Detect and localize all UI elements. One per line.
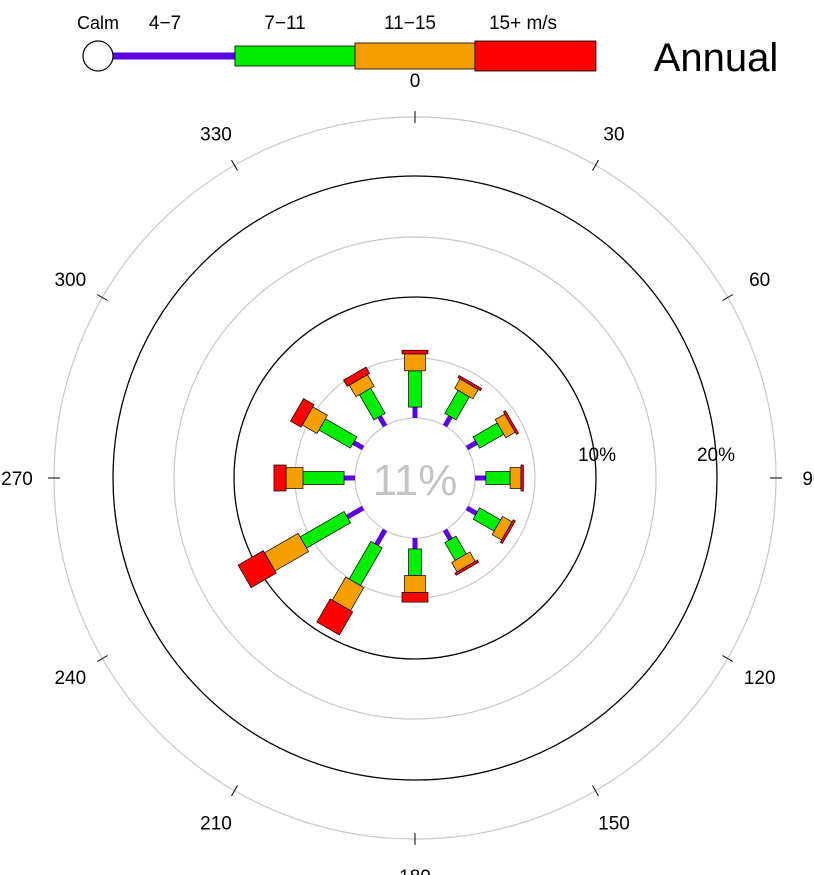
angle-label-180: 180 bbox=[399, 867, 431, 875]
bar-90-bin-0 bbox=[475, 475, 486, 481]
bar-60-bin-3 bbox=[502, 410, 519, 435]
angle-tick-300 bbox=[96, 294, 108, 301]
bar-270-bin-0 bbox=[344, 475, 355, 481]
angle-label-60: 60 bbox=[749, 270, 770, 291]
angle-labels: 0 30 60 90 120 150 180 210 240 270 300 330 bbox=[1, 71, 814, 875]
radial-label-10pct: 10% bbox=[578, 445, 616, 466]
angle-tick-150 bbox=[592, 785, 599, 797]
bar-330-bin-1 bbox=[358, 387, 386, 421]
bar-330-bin-0 bbox=[377, 415, 388, 428]
angle-label-270: 270 bbox=[1, 469, 33, 490]
grid-circle-15pct bbox=[173, 236, 657, 720]
bar-300-bin-3 bbox=[290, 398, 315, 428]
bar-300-bin-0 bbox=[352, 440, 365, 451]
bar-0-bin-3 bbox=[401, 349, 429, 355]
bar-0-bin-2 bbox=[404, 353, 426, 372]
angle-label-330: 330 bbox=[200, 124, 232, 145]
legend-swatch-15-plus bbox=[474, 40, 597, 72]
bar-0-bin-0 bbox=[412, 407, 418, 418]
bar-90-bin-3 bbox=[520, 464, 524, 492]
rose-bars bbox=[237, 349, 524, 636]
legend-calm-label: Calm bbox=[77, 13, 119, 33]
bar-150-bin-3 bbox=[454, 559, 480, 576]
bar-60-bin-0 bbox=[465, 440, 478, 451]
bar-180-bin-1 bbox=[408, 548, 422, 576]
bar-150-bin-0 bbox=[442, 528, 453, 541]
angle-tick-330 bbox=[231, 159, 238, 171]
bar-270-bin-1 bbox=[302, 471, 345, 485]
bar-90-bin-2 bbox=[509, 467, 522, 489]
bar-210-bin-3 bbox=[316, 598, 354, 636]
legend-label-11-15: 11−15 bbox=[384, 13, 436, 34]
legend-label-7-11: 7−11 bbox=[264, 13, 305, 34]
angle-label-210: 210 bbox=[200, 814, 232, 835]
bar-240-bin-0 bbox=[346, 505, 365, 520]
calm-percentage: 11% bbox=[373, 456, 458, 505]
bar-270-bin-2 bbox=[285, 467, 304, 489]
angle-label-240: 240 bbox=[54, 668, 86, 689]
legend: Calm 4−7 7−11 11−15 15+ m/s Annual bbox=[77, 13, 778, 80]
angle-label-300: 300 bbox=[54, 270, 86, 291]
chart-title: Annual bbox=[654, 36, 779, 80]
bar-180-bin-0 bbox=[412, 538, 418, 549]
angle-label-30: 30 bbox=[603, 124, 624, 145]
angle-tick-30 bbox=[592, 159, 599, 171]
grid-circle-20pct bbox=[112, 175, 718, 781]
grid-circle-10pct bbox=[233, 296, 597, 660]
bar-90-bin-1 bbox=[485, 471, 511, 485]
bar-120-bin-3 bbox=[499, 519, 516, 544]
bar-30-bin-0 bbox=[442, 415, 453, 428]
angle-tick-210 bbox=[231, 785, 238, 797]
bar-300-bin-1 bbox=[318, 418, 358, 449]
angle-label-150: 150 bbox=[598, 814, 630, 835]
angle-tick-120 bbox=[722, 655, 734, 662]
bar-30-bin-3 bbox=[457, 375, 483, 392]
bar-120-bin-0 bbox=[465, 505, 478, 516]
legend-swatch-7-11 bbox=[234, 45, 356, 67]
bar-210-bin-0 bbox=[374, 528, 388, 546]
bar-180-bin-3 bbox=[401, 592, 429, 603]
angle-tick-60 bbox=[722, 294, 734, 301]
legend-label-15-plus: 15+ m/s bbox=[489, 13, 557, 34]
bar-240-bin-3 bbox=[237, 550, 277, 589]
legend-calm-circle bbox=[82, 40, 114, 72]
bar-0-bin-1 bbox=[408, 370, 422, 408]
angle-label-0: 0 bbox=[410, 71, 421, 92]
bar-180-bin-2 bbox=[404, 575, 426, 593]
radial-label-20pct: 20% bbox=[697, 445, 735, 466]
bar-240-bin-1 bbox=[299, 510, 352, 549]
legend-swatch-11-15 bbox=[354, 42, 476, 70]
bar-210-bin-1 bbox=[348, 540, 383, 587]
legend-label-4-7: 4−7 bbox=[149, 13, 181, 34]
bar-270-bin-3 bbox=[273, 464, 287, 492]
angle-tick-240 bbox=[96, 655, 108, 662]
angle-label-90: 90 bbox=[802, 469, 814, 490]
bar-330-bin-3 bbox=[343, 366, 371, 387]
angle-label-120: 120 bbox=[744, 668, 776, 689]
